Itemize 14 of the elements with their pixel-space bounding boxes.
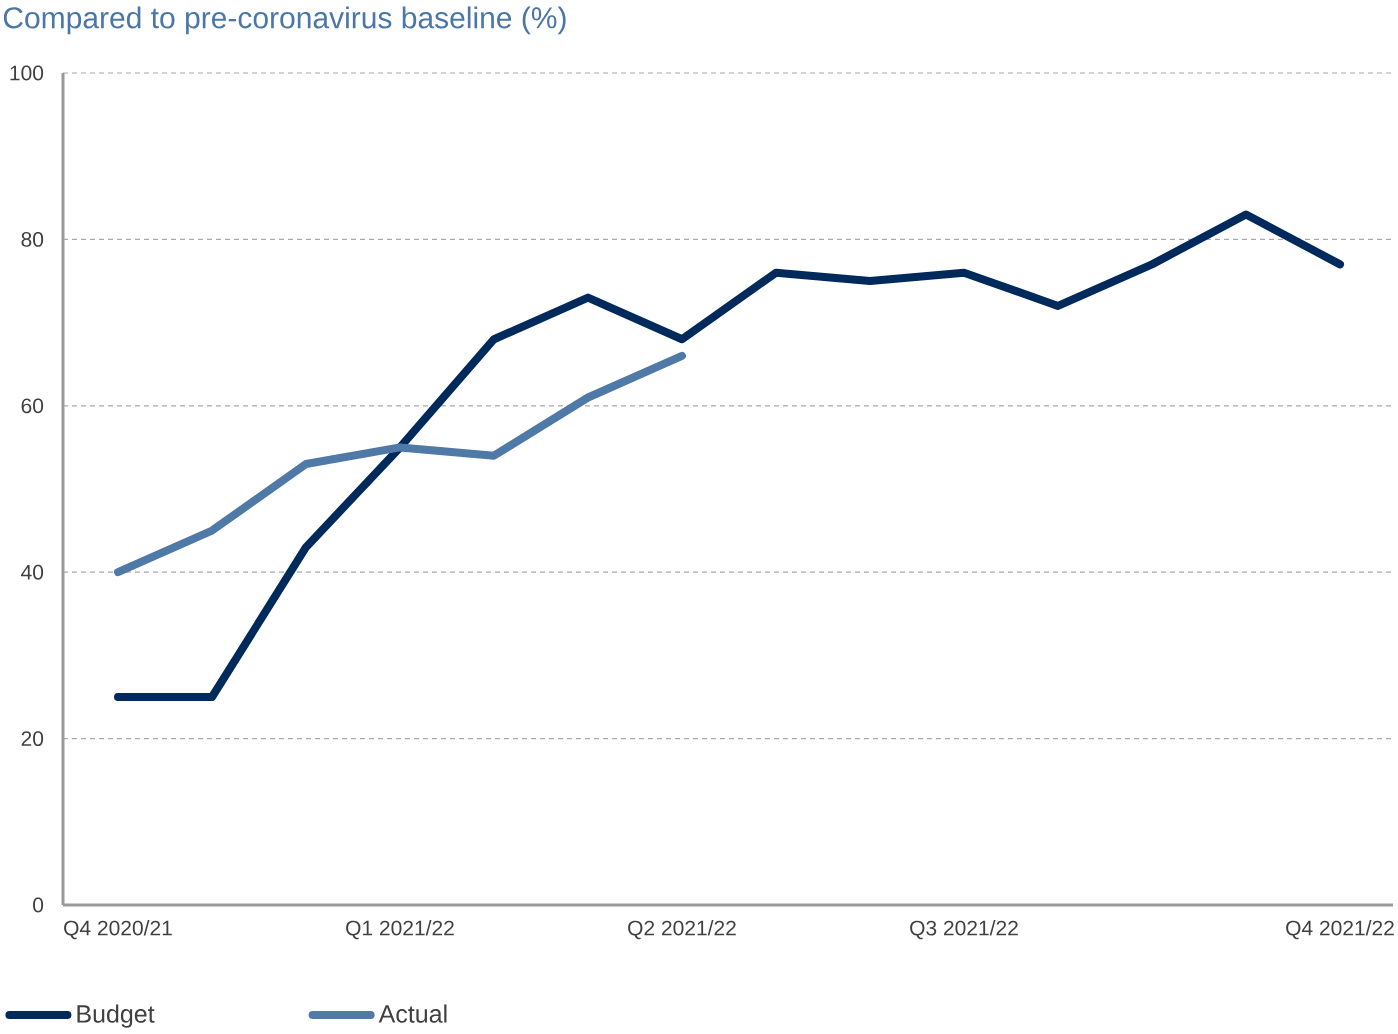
y-tick-label: 20	[21, 731, 44, 747]
y-tick-label: 100	[10, 65, 44, 81]
chart-title: Compared to pre-coronavirus baseline (%)	[3, 6, 566, 35]
y-tick-label: 40	[21, 564, 44, 580]
legend-label: Budget	[77, 1004, 155, 1028]
legend-label: Actual	[378, 1004, 447, 1023]
y-tick-label: 80	[21, 231, 44, 247]
y-tick-label: 0	[33, 897, 44, 913]
x-tick-label: Q2 2021/22	[628, 920, 736, 940]
x-tick-label: Q4 2020/21	[64, 920, 172, 940]
x-tick-label: Q3 2021/22	[910, 920, 1018, 940]
x-tick-label: Q1 2021/22	[346, 920, 454, 940]
x-tick-label: Q4 2021/22	[1286, 920, 1394, 940]
y-tick-label: 60	[21, 398, 44, 414]
